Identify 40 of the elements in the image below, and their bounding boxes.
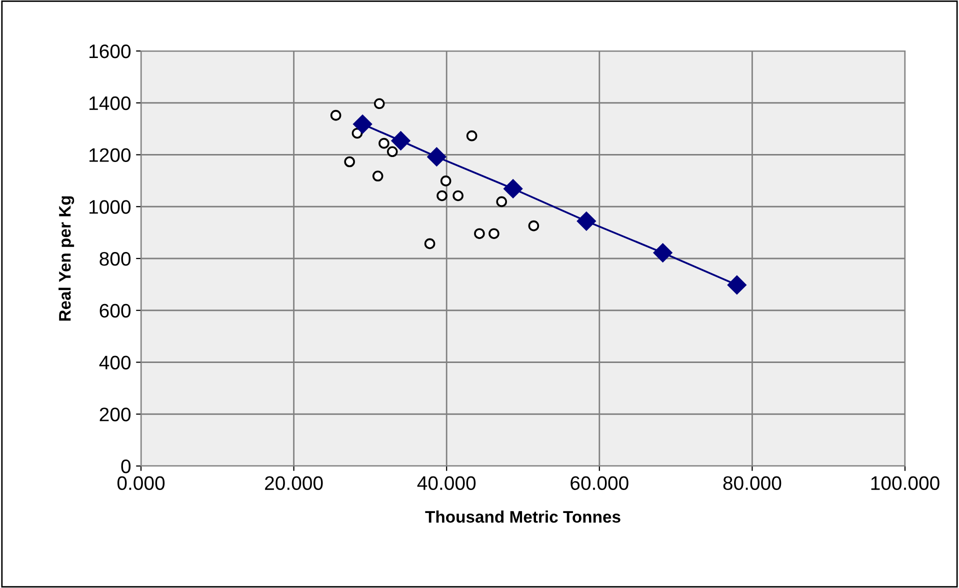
y-tick-label: 200 xyxy=(100,408,131,422)
y-tick-label: 800 xyxy=(100,252,131,266)
point xyxy=(576,212,596,231)
x-tick-label: 80.000 xyxy=(723,476,782,490)
x-tick-label: 20.000 xyxy=(265,476,323,490)
x-tick-label: 40.000 xyxy=(417,476,476,490)
y-tick-label: 400 xyxy=(99,356,131,370)
point xyxy=(496,196,508,208)
point xyxy=(374,98,385,110)
point xyxy=(440,176,452,186)
point xyxy=(466,130,478,142)
point xyxy=(427,147,446,166)
y-tick-label: 1000 xyxy=(90,200,131,214)
y-tick-label: 1600 xyxy=(90,44,131,58)
point xyxy=(727,275,746,294)
point xyxy=(344,156,355,168)
point xyxy=(528,220,540,232)
y-tick-label: 600 xyxy=(100,304,131,318)
point xyxy=(653,243,672,262)
point xyxy=(386,146,398,158)
point xyxy=(372,170,384,182)
x-axis-title: Thousand Metric Tonnes xyxy=(425,510,620,523)
point xyxy=(391,131,410,150)
point xyxy=(452,190,464,202)
point xyxy=(330,110,342,121)
x-tick-label: 60.000 xyxy=(570,476,628,490)
y-tick-label: 1400 xyxy=(90,96,131,110)
point xyxy=(353,114,372,134)
point xyxy=(488,228,500,240)
point xyxy=(352,128,363,139)
point xyxy=(504,179,523,198)
y-tick-label: 1200 xyxy=(90,148,131,162)
y-axis-title: Real Yen per Kg xyxy=(58,196,74,321)
point xyxy=(474,228,485,240)
point xyxy=(378,138,390,149)
x-tick-label: 100.000 xyxy=(871,476,940,490)
x-tick-label: 0.000 xyxy=(117,476,165,490)
y-tick-label: 0 xyxy=(121,459,131,474)
point xyxy=(424,238,436,250)
point xyxy=(436,190,448,202)
